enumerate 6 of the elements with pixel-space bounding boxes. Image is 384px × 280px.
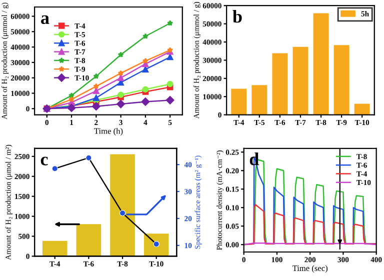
- annotation: d: [250, 152, 259, 166]
- x-axis-title: Time (h): [94, 128, 123, 136]
- annotation: c: [40, 156, 48, 166]
- x-axis-title: Time (sec): [292, 265, 328, 273]
- annotation: b: [232, 10, 242, 23]
- annotation: a: [41, 15, 50, 24]
